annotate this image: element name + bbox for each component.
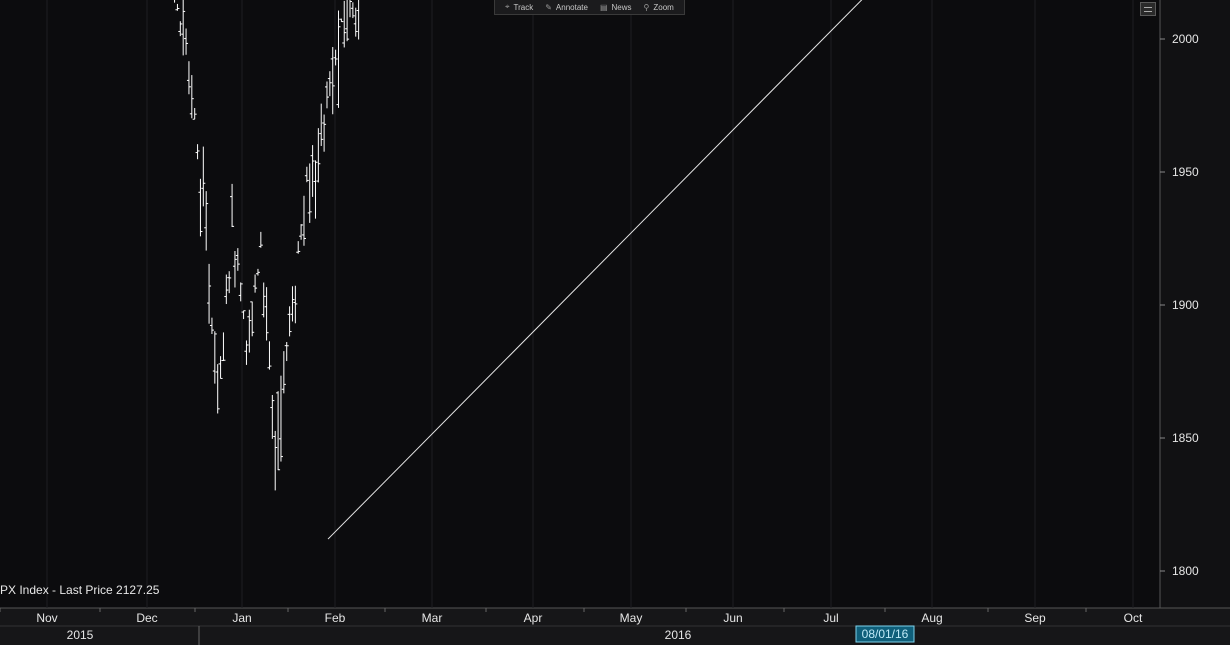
x-tick-label: Jul	[823, 611, 838, 625]
x-tick-label: Feb	[325, 611, 346, 625]
track-button[interactable]: ⌖ Track	[505, 2, 533, 12]
x-tick-label: Aug	[921, 611, 942, 625]
x-tick-label: Mar	[422, 611, 443, 625]
y-tick-label: 1950	[1172, 165, 1199, 179]
menu-icon-line	[1144, 11, 1152, 12]
cursor-date-label: 08/01/16	[862, 627, 909, 641]
zoom-button[interactable]: ⚲ Zoom	[644, 3, 674, 12]
news-label: News	[611, 2, 632, 12]
chart-legend: PX Index - Last Price 2127.25	[0, 583, 160, 597]
annotate-button[interactable]: ✎ Annotate	[545, 3, 588, 12]
x-tick-label: Nov	[36, 611, 57, 625]
menu-icon-line	[1144, 7, 1152, 8]
x-tick-label: Sep	[1024, 611, 1046, 625]
y-tick-label: 2000	[1172, 32, 1199, 46]
x-tick-label: Oct	[1124, 611, 1143, 625]
pencil-icon: ✎	[545, 2, 552, 12]
news-icon: ▤	[599, 2, 608, 12]
y-axis-area	[1160, 0, 1230, 608]
track-label: Track	[513, 2, 534, 12]
x-tick-label: Jan	[232, 611, 251, 625]
zoom-label: Zoom	[653, 2, 674, 12]
minimize-button[interactable]	[1140, 2, 1156, 16]
annotate-label: Annotate	[555, 2, 588, 12]
x-year-label: 2015	[67, 628, 94, 642]
y-tick-label: 1900	[1172, 298, 1199, 312]
news-button[interactable]: ▤ News	[600, 3, 632, 12]
x-tick-label: May	[620, 611, 643, 625]
x-tick-label: Jun	[723, 611, 742, 625]
x-tick-label: Dec	[136, 611, 157, 625]
y-tick-label: 1850	[1172, 431, 1199, 445]
plot-area	[0, 0, 1160, 608]
y-tick-label: 1800	[1172, 564, 1199, 578]
magnifier-icon: ⚲	[643, 2, 650, 12]
chart-toolbar: ⌖ Track ✎ Annotate ▤ News ⚲ Zoom	[494, 0, 685, 15]
crosshair-icon: ⌖	[505, 2, 510, 11]
x-year-label: 2016	[665, 628, 692, 642]
cursor-date-box	[855, 625, 915, 643]
trendline	[327, 0, 863, 540]
x-tick-label: Apr	[524, 611, 543, 625]
